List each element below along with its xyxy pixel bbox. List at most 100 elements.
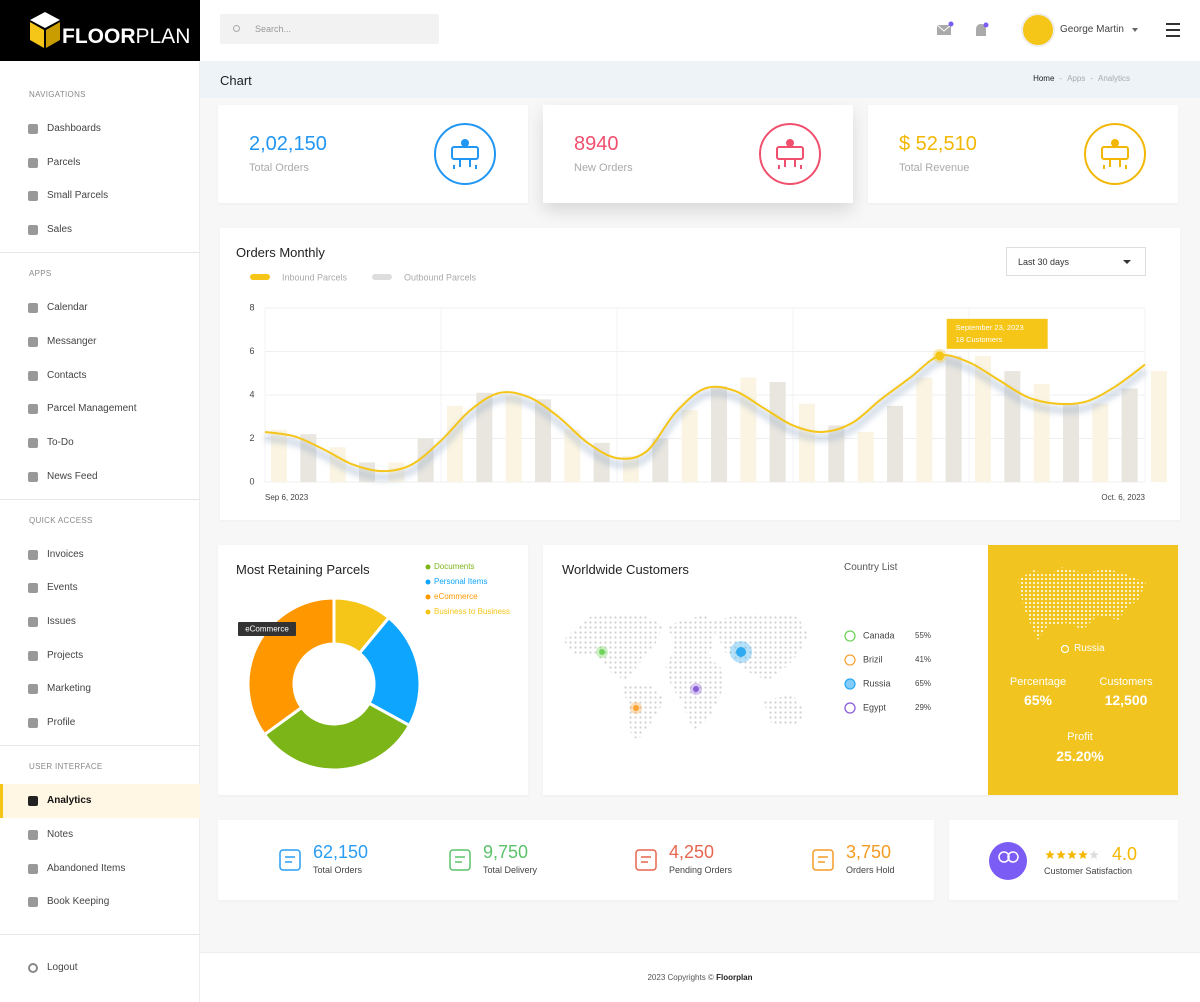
bell-badge — [983, 22, 989, 28]
sidebar-item[interactable]: Projects — [0, 639, 200, 673]
continent — [623, 685, 665, 740]
footer: 2023 Copyrights © Floorplan — [200, 952, 1200, 1002]
stat-value: 2,02,150 — [249, 133, 327, 155]
sidebar-divider — [0, 934, 200, 935]
summary-value: 62,150 — [313, 842, 369, 862]
sidebar-item-label: Analytics — [47, 795, 92, 807]
mail-icon[interactable] — [937, 25, 951, 35]
satisfaction-label: Customer Satisfaction — [1044, 865, 1133, 876]
legend-swatch — [372, 274, 392, 280]
sidebar-item[interactable]: Dashboards — [0, 112, 200, 146]
mail-flap — [936, 24, 952, 32]
stat-card: 2,02,150 Total Orders — [218, 105, 528, 203]
country-indicator — [844, 678, 856, 690]
donut-card: Most Retaining Parcels Documents Personal … — [218, 545, 528, 795]
panel-profit-label: Profit — [1067, 730, 1093, 743]
summary-icon — [812, 849, 834, 871]
sidebar-item[interactable]: Sales — [0, 213, 200, 247]
sidebar-section-title: APPS — [29, 269, 52, 279]
summary-label: Pending Orders — [669, 864, 733, 875]
sidebar-item[interactable]: Parcels — [0, 146, 200, 180]
logo-cube-top — [30, 12, 60, 28]
range-dropdown[interactable]: Last 30 days — [1006, 247, 1146, 276]
sidebar-item[interactable]: Profile — [0, 706, 200, 740]
bar — [887, 405, 903, 482]
summary-icon-glyph — [455, 856, 465, 863]
bell-icon[interactable] — [976, 24, 986, 36]
country-name: Canada — [863, 630, 895, 640]
logout[interactable]: Logout — [0, 951, 200, 985]
donut-segment — [262, 701, 412, 772]
stat-label: Total Orders — [249, 161, 309, 174]
bar — [447, 405, 463, 482]
country-name: Brizil — [863, 654, 883, 664]
country-shape — [1018, 567, 1146, 640]
breadcrumb-item[interactable]: Home — [1033, 74, 1055, 83]
avatar[interactable] — [1021, 13, 1055, 47]
menu-bar[interactable] — [1166, 29, 1180, 31]
tooltip-title: September 23, 2023 — [956, 323, 1024, 332]
country-name: Egypt — [863, 702, 887, 712]
donut-segment — [357, 615, 422, 728]
summary-icon — [449, 849, 471, 871]
bar — [476, 392, 493, 482]
country-percent: 41% — [915, 655, 931, 664]
summary-value: 4,250 — [669, 842, 715, 862]
summary-value: 9,750 — [483, 842, 529, 862]
bar — [1151, 371, 1167, 482]
sidebar-item-icon — [28, 225, 38, 236]
sidebar-item[interactable]: To-Do — [0, 426, 200, 460]
menu-bar[interactable] — [1166, 35, 1180, 37]
sidebar-item[interactable]: Invoices — [0, 538, 200, 572]
bar — [975, 355, 991, 482]
sidebar-item[interactable]: Abandoned Items — [0, 852, 200, 886]
sidebar-item-icon — [28, 796, 38, 807]
summary-icon-glyph — [818, 856, 828, 863]
sidebar-item[interactable]: Analytics — [0, 784, 200, 819]
sidebar-item[interactable]: Calendar — [0, 291, 200, 325]
sidebar-item[interactable]: Issues — [0, 605, 200, 639]
sidebar-item[interactable]: Parcel Management — [0, 392, 200, 426]
breadcrumb-item[interactable]: Apps — [1067, 74, 1086, 83]
footer-text: 2023 Copyrights © Floorplan — [200, 974, 1200, 982]
menu-bar[interactable] — [1166, 23, 1180, 25]
summary-card: 62,150 Total Orders 9,750 Total Delivery 4,2… — [218, 820, 934, 900]
country-map — [1018, 567, 1146, 654]
stat-icon-glyph — [1101, 146, 1129, 160]
sidebar-item[interactable]: News Feed — [0, 460, 200, 494]
bar — [505, 395, 522, 482]
rating-star — [1067, 850, 1077, 860]
search-box[interactable]: Search... — [220, 14, 439, 44]
sidebar-section-title: USER INTERFACE — [29, 762, 103, 772]
continent — [563, 615, 663, 680]
sidebar-item[interactable]: Messanger — [0, 325, 200, 359]
stat-icon — [434, 123, 496, 185]
footer-brand: Floorplan — [716, 973, 753, 982]
panel-country: Russia — [1074, 643, 1105, 654]
stat-icon-glyph — [778, 159, 802, 169]
logo-light: PLAN — [135, 25, 191, 48]
sidebar-item[interactable]: Small Parcels — [0, 179, 200, 213]
summary-icon — [635, 849, 657, 871]
logo-cube-left — [30, 22, 44, 48]
sidebar-item[interactable]: Book Keeping — [0, 885, 200, 919]
sidebar-item-label: Book Keeping — [47, 896, 110, 908]
sidebar-item[interactable]: Events — [0, 571, 200, 605]
panel-percentage-label: Percentage — [1009, 675, 1067, 688]
sidebar-item-label: Events — [47, 582, 78, 594]
x-tick-label: Oct. 6, 2023 — [1101, 493, 1145, 502]
sidebar-item-label: News Feed — [47, 470, 98, 482]
continent — [713, 613, 808, 680]
user-name[interactable]: George Martin — [1060, 24, 1124, 35]
sidebar-item[interactable]: Marketing — [0, 672, 200, 706]
legend-label: eCommerce — [434, 592, 478, 601]
sidebar-item[interactable]: Contacts — [0, 359, 200, 393]
bar — [1092, 403, 1109, 482]
summary-value: 3,750 — [846, 842, 892, 862]
stat-icon-glyph — [1103, 159, 1127, 169]
summary-label: Orders Hold — [846, 864, 895, 875]
breadcrumb-item[interactable]: Analytics — [1097, 74, 1130, 83]
sidebar-item[interactable]: Notes — [0, 818, 200, 852]
breadcrumb-separator: - — [1059, 74, 1063, 83]
header-icons — [936, 13, 1180, 47]
